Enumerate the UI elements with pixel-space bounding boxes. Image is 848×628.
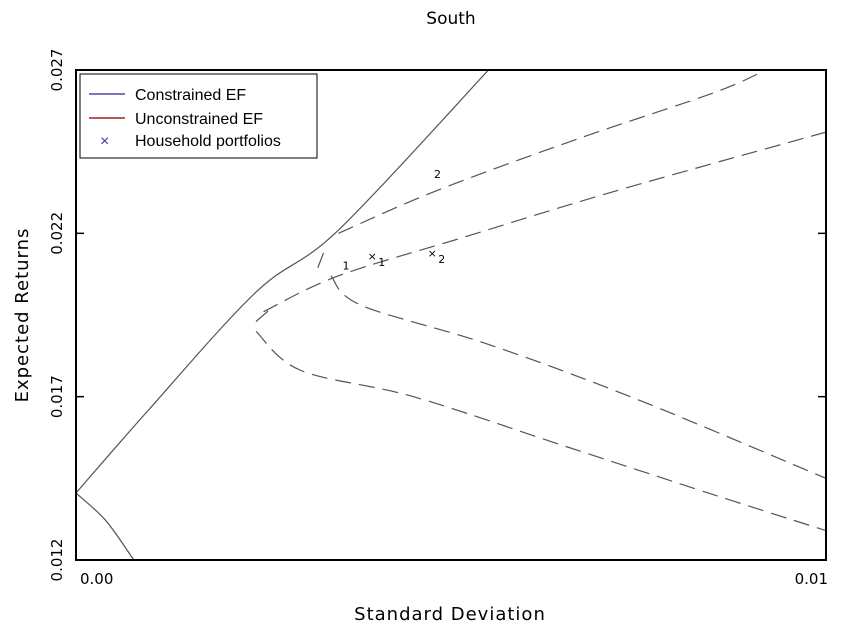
dashed-frontier-line-4	[330, 275, 826, 479]
household-point-2: ×	[428, 247, 437, 260]
dashed-frontier-line-3	[263, 131, 826, 313]
household-layer: × 1× 212	[343, 168, 446, 272]
axis-ticks: 0.012 0.017 0.022 0.027 0.00 0.01	[48, 49, 828, 588]
plot-frame	[75, 69, 827, 561]
legend-x-icon: ×	[100, 133, 109, 150]
dashed-frontier-line-5	[255, 330, 826, 532]
household-point-1: ×	[368, 250, 377, 263]
legend: Constrained EF Unconstrained EF × Househ…	[79, 73, 318, 159]
dashed-frontier-line-6	[315, 252, 325, 273]
chart-title: South	[426, 9, 475, 29]
solid-frontier-line-0	[76, 70, 489, 494]
dashed-frontier-line-2	[338, 70, 767, 234]
frontier-annotation-2: 2	[434, 168, 441, 181]
y-tick-label-3: 0.027	[48, 49, 66, 92]
solid-frontier-line-1	[76, 492, 135, 560]
legend-label-household: Household portfolios	[135, 133, 281, 150]
y-axis-label: Expected Returns	[12, 228, 33, 403]
frontier-annotation-1: 1	[343, 259, 350, 272]
household-point-label-2: 2	[438, 253, 445, 266]
legend-label-unconstrained: Unconstrained EF	[135, 111, 263, 128]
x-tick-label-0: 0.00	[80, 570, 113, 588]
x-axis-label: Standard Deviation	[354, 604, 546, 625]
series-layer	[76, 70, 826, 560]
household-point-label-1: 1	[378, 256, 385, 269]
y-tick-label-1: 0.017	[48, 375, 66, 418]
legend-box	[79, 73, 318, 159]
y-tick-label-2: 0.022	[48, 212, 66, 255]
legend-label-constrained: Constrained EF	[135, 87, 246, 104]
x-tick-label-1: 0.01	[795, 570, 828, 588]
y-tick-label-0: 0.012	[48, 539, 66, 582]
dashed-frontier-line-7	[255, 308, 272, 322]
